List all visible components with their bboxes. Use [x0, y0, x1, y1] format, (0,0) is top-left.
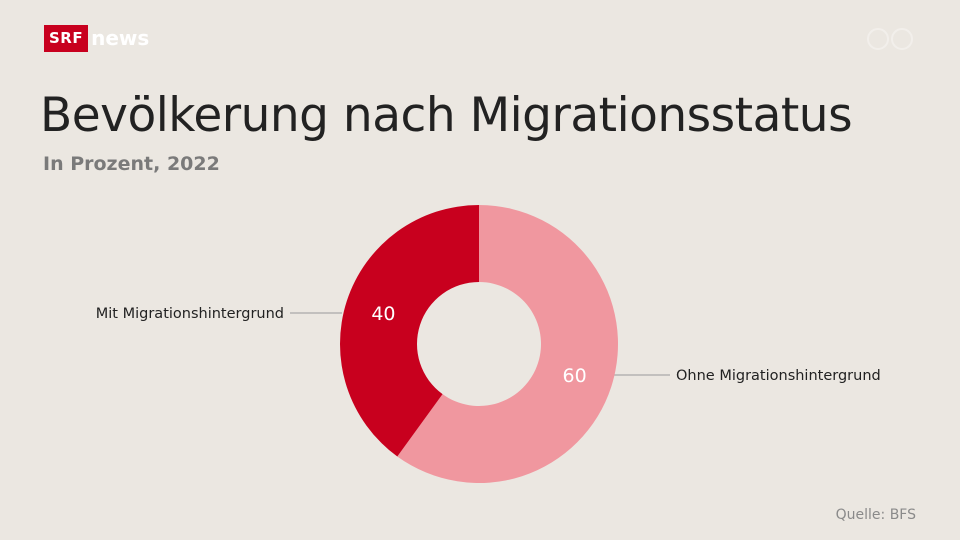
channel-watermark-icon — [867, 28, 913, 50]
category-label-0: Ohne Migrationshintergrund — [676, 368, 881, 384]
logo-news-word: news — [91, 26, 150, 50]
logo-srf-box: SRF — [44, 25, 89, 52]
chart-title: Bevölkerung nach Migrationsstatus — [40, 88, 853, 143]
donut-slice-1 — [339, 205, 479, 457]
source-note: Quelle: BFS — [835, 507, 916, 523]
donut-value-label-1: 40 — [371, 303, 395, 325]
donut-value-label-0: 60 — [562, 365, 586, 387]
srf-news-logo: SRF news — [44, 25, 149, 52]
donut-slice-0 — [397, 205, 618, 483]
chart-subtitle: In Prozent, 2022 — [43, 153, 220, 175]
category-label-1: Mit Migrationshintergrund — [96, 306, 284, 322]
